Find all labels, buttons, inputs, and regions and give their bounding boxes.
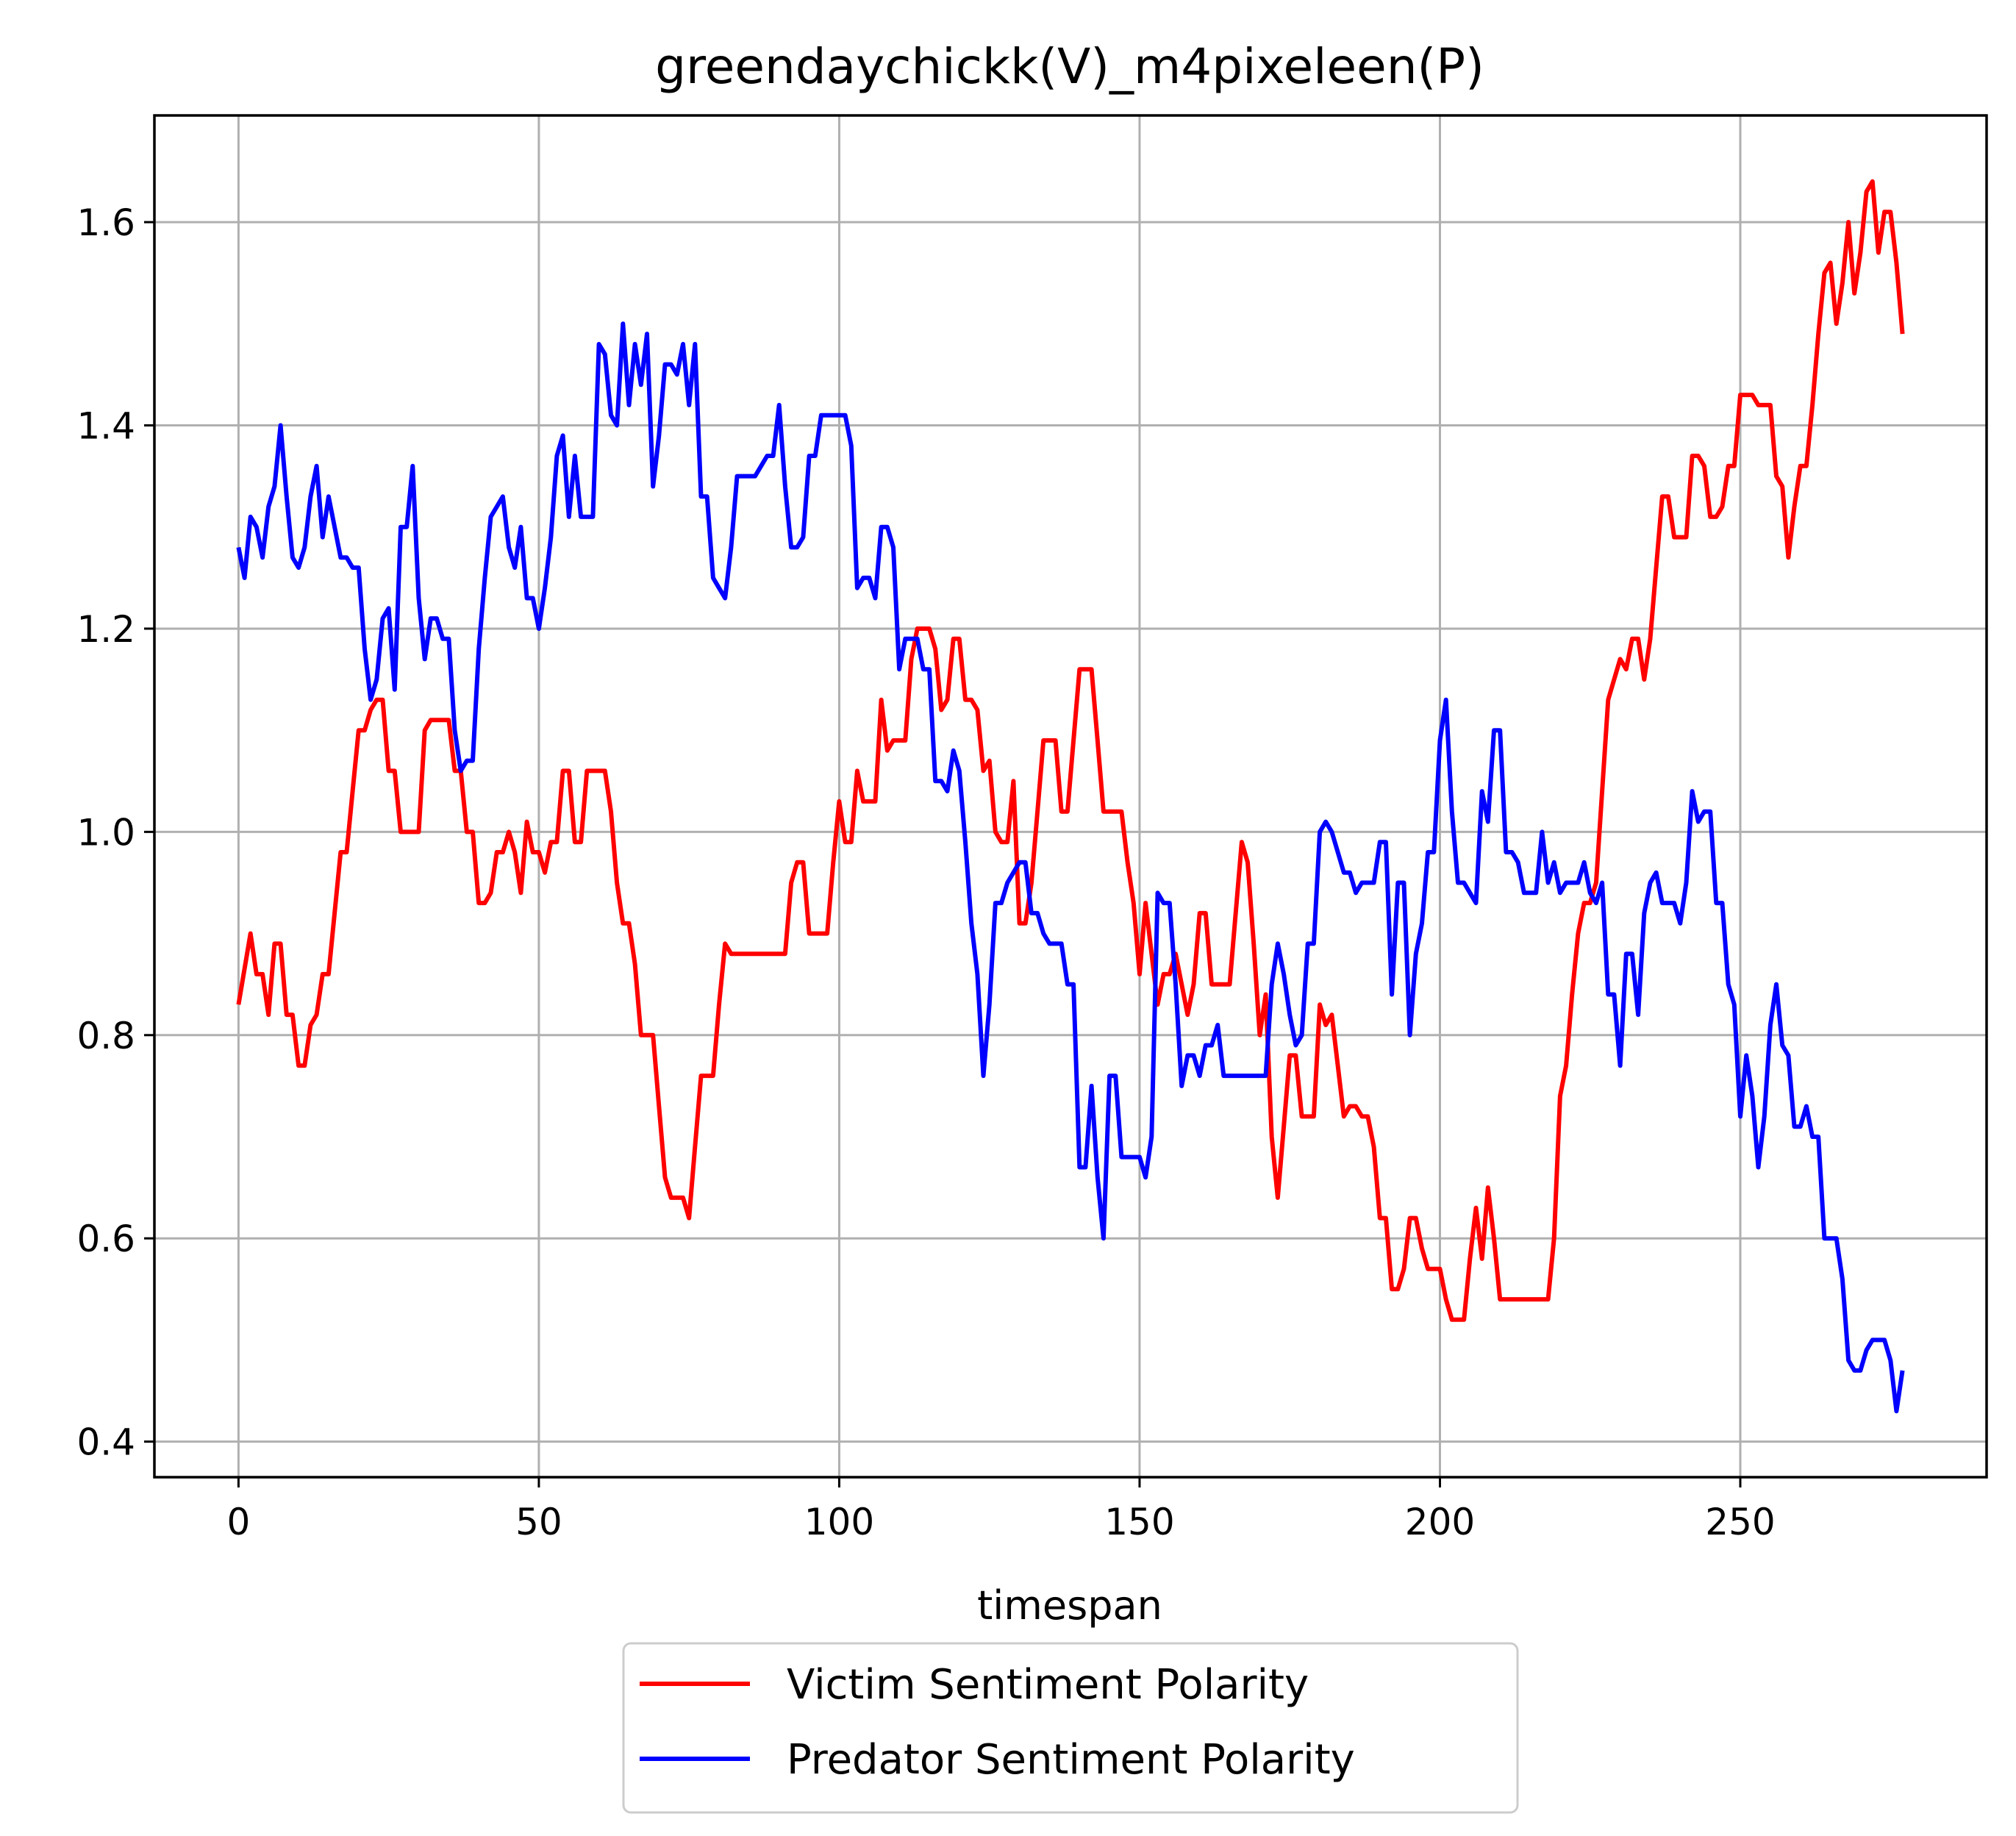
x-tick-label: 250	[1705, 1501, 1775, 1543]
legend-label-victim: Victim Sentiment Polarity	[787, 1661, 1309, 1709]
y-tick-label: 0.6	[76, 1218, 135, 1260]
y-tick-label: 1.0	[76, 811, 135, 854]
legend: Victim Sentiment Polarity Predator Senti…	[622, 1642, 1519, 1814]
y-tick-label: 1.6	[76, 201, 135, 244]
series-lines	[236, 179, 1905, 1414]
x-tick-label: 50	[515, 1501, 562, 1543]
y-tick-label: 1.2	[76, 608, 135, 651]
y-tick-label: 0.8	[76, 1015, 135, 1057]
x-tick-label: 100	[804, 1501, 874, 1543]
predator-sentiment-line	[236, 321, 1905, 1414]
legend-box	[622, 1642, 1519, 1814]
x-tick-label: 0	[226, 1501, 250, 1543]
legend-label-predator: Predator Sentiment Polarity	[787, 1736, 1355, 1784]
y-tick-label: 1.4	[76, 405, 135, 448]
x-tick-label: 200	[1405, 1501, 1475, 1543]
y-tick-label: 0.4	[76, 1421, 135, 1464]
axis-ticks: 0 50 100 150 200 250 0.4 0.6 0.8 1.0 1.2 1.4 1.6	[76, 201, 1775, 1543]
grid-lines	[154, 115, 1987, 1477]
chart-title: greendaychickk(V)_m4pixeleen(P)	[655, 38, 1484, 95]
x-tick-label: 150	[1104, 1501, 1174, 1543]
x-axis-label: timespan	[977, 1582, 1162, 1629]
victim-sentiment-line	[236, 179, 1905, 1322]
plot-frame	[153, 114, 1988, 1479]
